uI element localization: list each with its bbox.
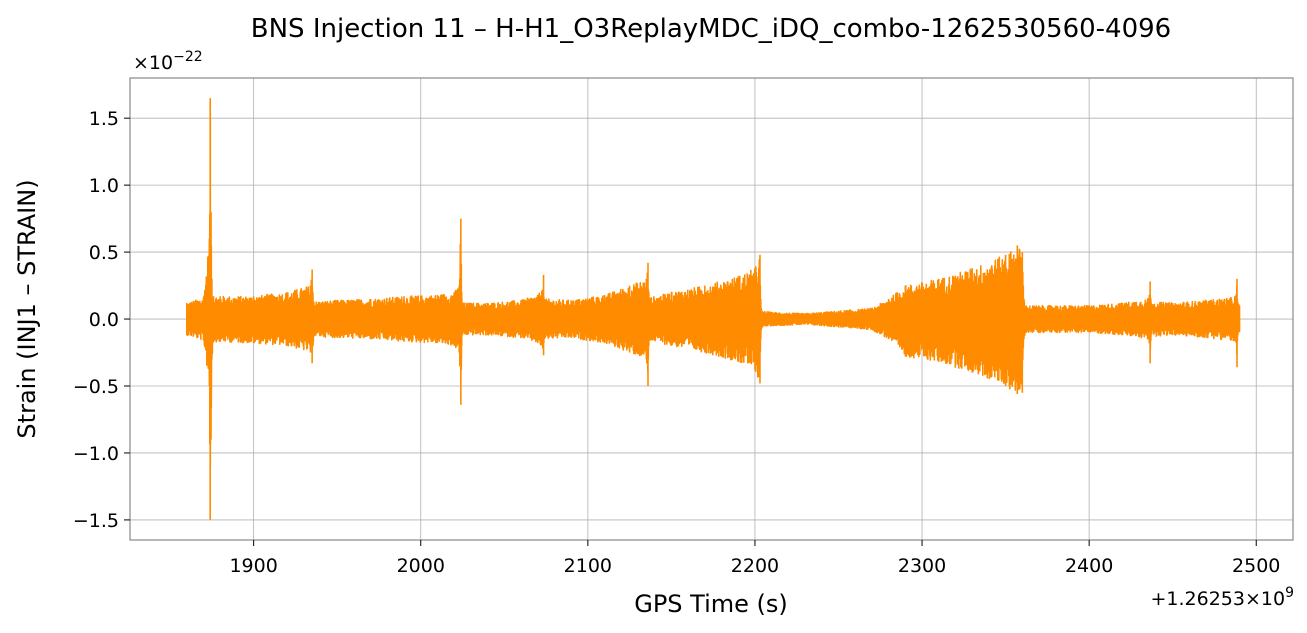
plot-frame bbox=[129, 77, 1294, 541]
x-tick-label: 2400 bbox=[1065, 555, 1113, 577]
y-scale-factor: ×10−22 bbox=[133, 49, 203, 74]
x-tick-label: 2000 bbox=[397, 555, 445, 577]
x-tick-label: 2200 bbox=[731, 555, 779, 577]
y-tick-label: 0.5 bbox=[89, 242, 119, 264]
data-series bbox=[186, 98, 1241, 520]
x-axis-label: GPS Time (s) bbox=[634, 590, 788, 618]
y-tick-label: 0.0 bbox=[89, 309, 119, 331]
x-tick-label: 2500 bbox=[1232, 555, 1280, 577]
y-tick-label: −0.5 bbox=[73, 376, 119, 398]
x-offset-text: +1.26253×109 bbox=[1150, 585, 1294, 610]
axis-ticks: 1900 2000 2100 2200 2300 2400 2500 −1.5 −1.0 −0.5… bbox=[73, 108, 1281, 577]
y-tick-label: 1.5 bbox=[89, 108, 119, 130]
x-tick-label: 2300 bbox=[898, 555, 946, 577]
y-tick-label: −1.5 bbox=[73, 510, 119, 532]
y-tick-label: −1.0 bbox=[73, 443, 119, 465]
x-tick-label: 2100 bbox=[564, 555, 612, 577]
y-tick-label: 1.0 bbox=[89, 175, 119, 197]
y-axis-label: Strain (INJ1 – STRAIN) bbox=[13, 179, 41, 438]
x-tick-label: 1900 bbox=[229, 555, 277, 577]
strain-series-line bbox=[186, 98, 1241, 520]
chart-title: BNS Injection 11 – H-H1_O3ReplayMDC_iDQ_… bbox=[251, 14, 1171, 44]
